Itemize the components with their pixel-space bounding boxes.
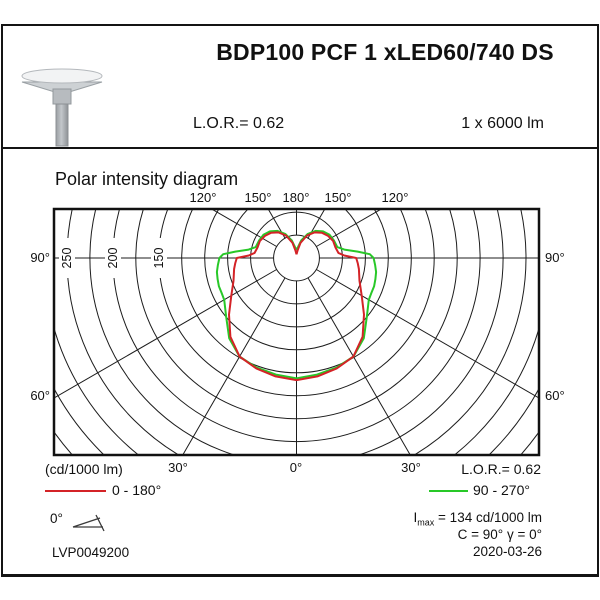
angle-label-left-90: 90°	[30, 250, 50, 265]
document-border	[1, 24, 599, 577]
radial-unit-label: (cd/1000 lm)	[45, 461, 123, 477]
angle-label-top-120-left: 120°	[189, 190, 217, 205]
imax-symbol: I	[413, 510, 418, 525]
legend-label-c90-c270: 90 - 270°	[473, 482, 530, 498]
lamp-flux: 1 x 6000 lm	[461, 115, 544, 132]
c-gamma-value: C = 90° γ = 0°	[457, 527, 542, 542]
light-output-ratio: L.O.R.= 0.62	[193, 115, 285, 132]
angle-label-top-150-right: 150°	[324, 190, 352, 205]
document-code: LVP0049200	[52, 545, 130, 560]
angle-label-left-60: 60°	[30, 388, 50, 403]
date: 2020-03-26	[472, 544, 542, 559]
plot-lor-label: L.O.R.= 0.62	[461, 461, 541, 477]
luminaire-icon	[12, 62, 112, 148]
header-divider-line	[1, 147, 598, 149]
angle-label-bottom-30-left: 30°	[168, 460, 188, 475]
ring-label-200: 200	[105, 238, 121, 278]
ring-label-250: 250	[59, 238, 75, 278]
imax-text: = 134 cd/1000 lm	[434, 510, 542, 525]
tilt-angle-label: 0°	[50, 511, 63, 526]
legend-line-red	[45, 490, 106, 492]
angle-label-right-90: 90°	[545, 250, 565, 265]
page-title: BDP100 PCF 1 xLED60/740 DS	[216, 39, 554, 65]
imax-value: Imax = 134 cd/1000 lm	[414, 510, 542, 528]
angle-label-top-180: 180°	[282, 190, 310, 205]
legend-line-green	[429, 490, 468, 492]
angle-label-top-150-left: 150°	[244, 190, 272, 205]
diagram-heading: Polar intensity diagram	[55, 169, 239, 189]
angle-label-right-60: 60°	[545, 388, 565, 403]
angle-label-bottom-0: 0°	[289, 460, 303, 475]
angle-label-bottom-30-right: 30°	[401, 460, 421, 475]
imax-subscript: max	[417, 517, 435, 528]
legend-label-c0-c180: 0 - 180°	[112, 482, 162, 498]
ring-label-150: 150	[151, 238, 167, 278]
tilt-luminaire-icon	[70, 513, 108, 533]
angle-label-top-120-right: 120°	[381, 190, 409, 205]
